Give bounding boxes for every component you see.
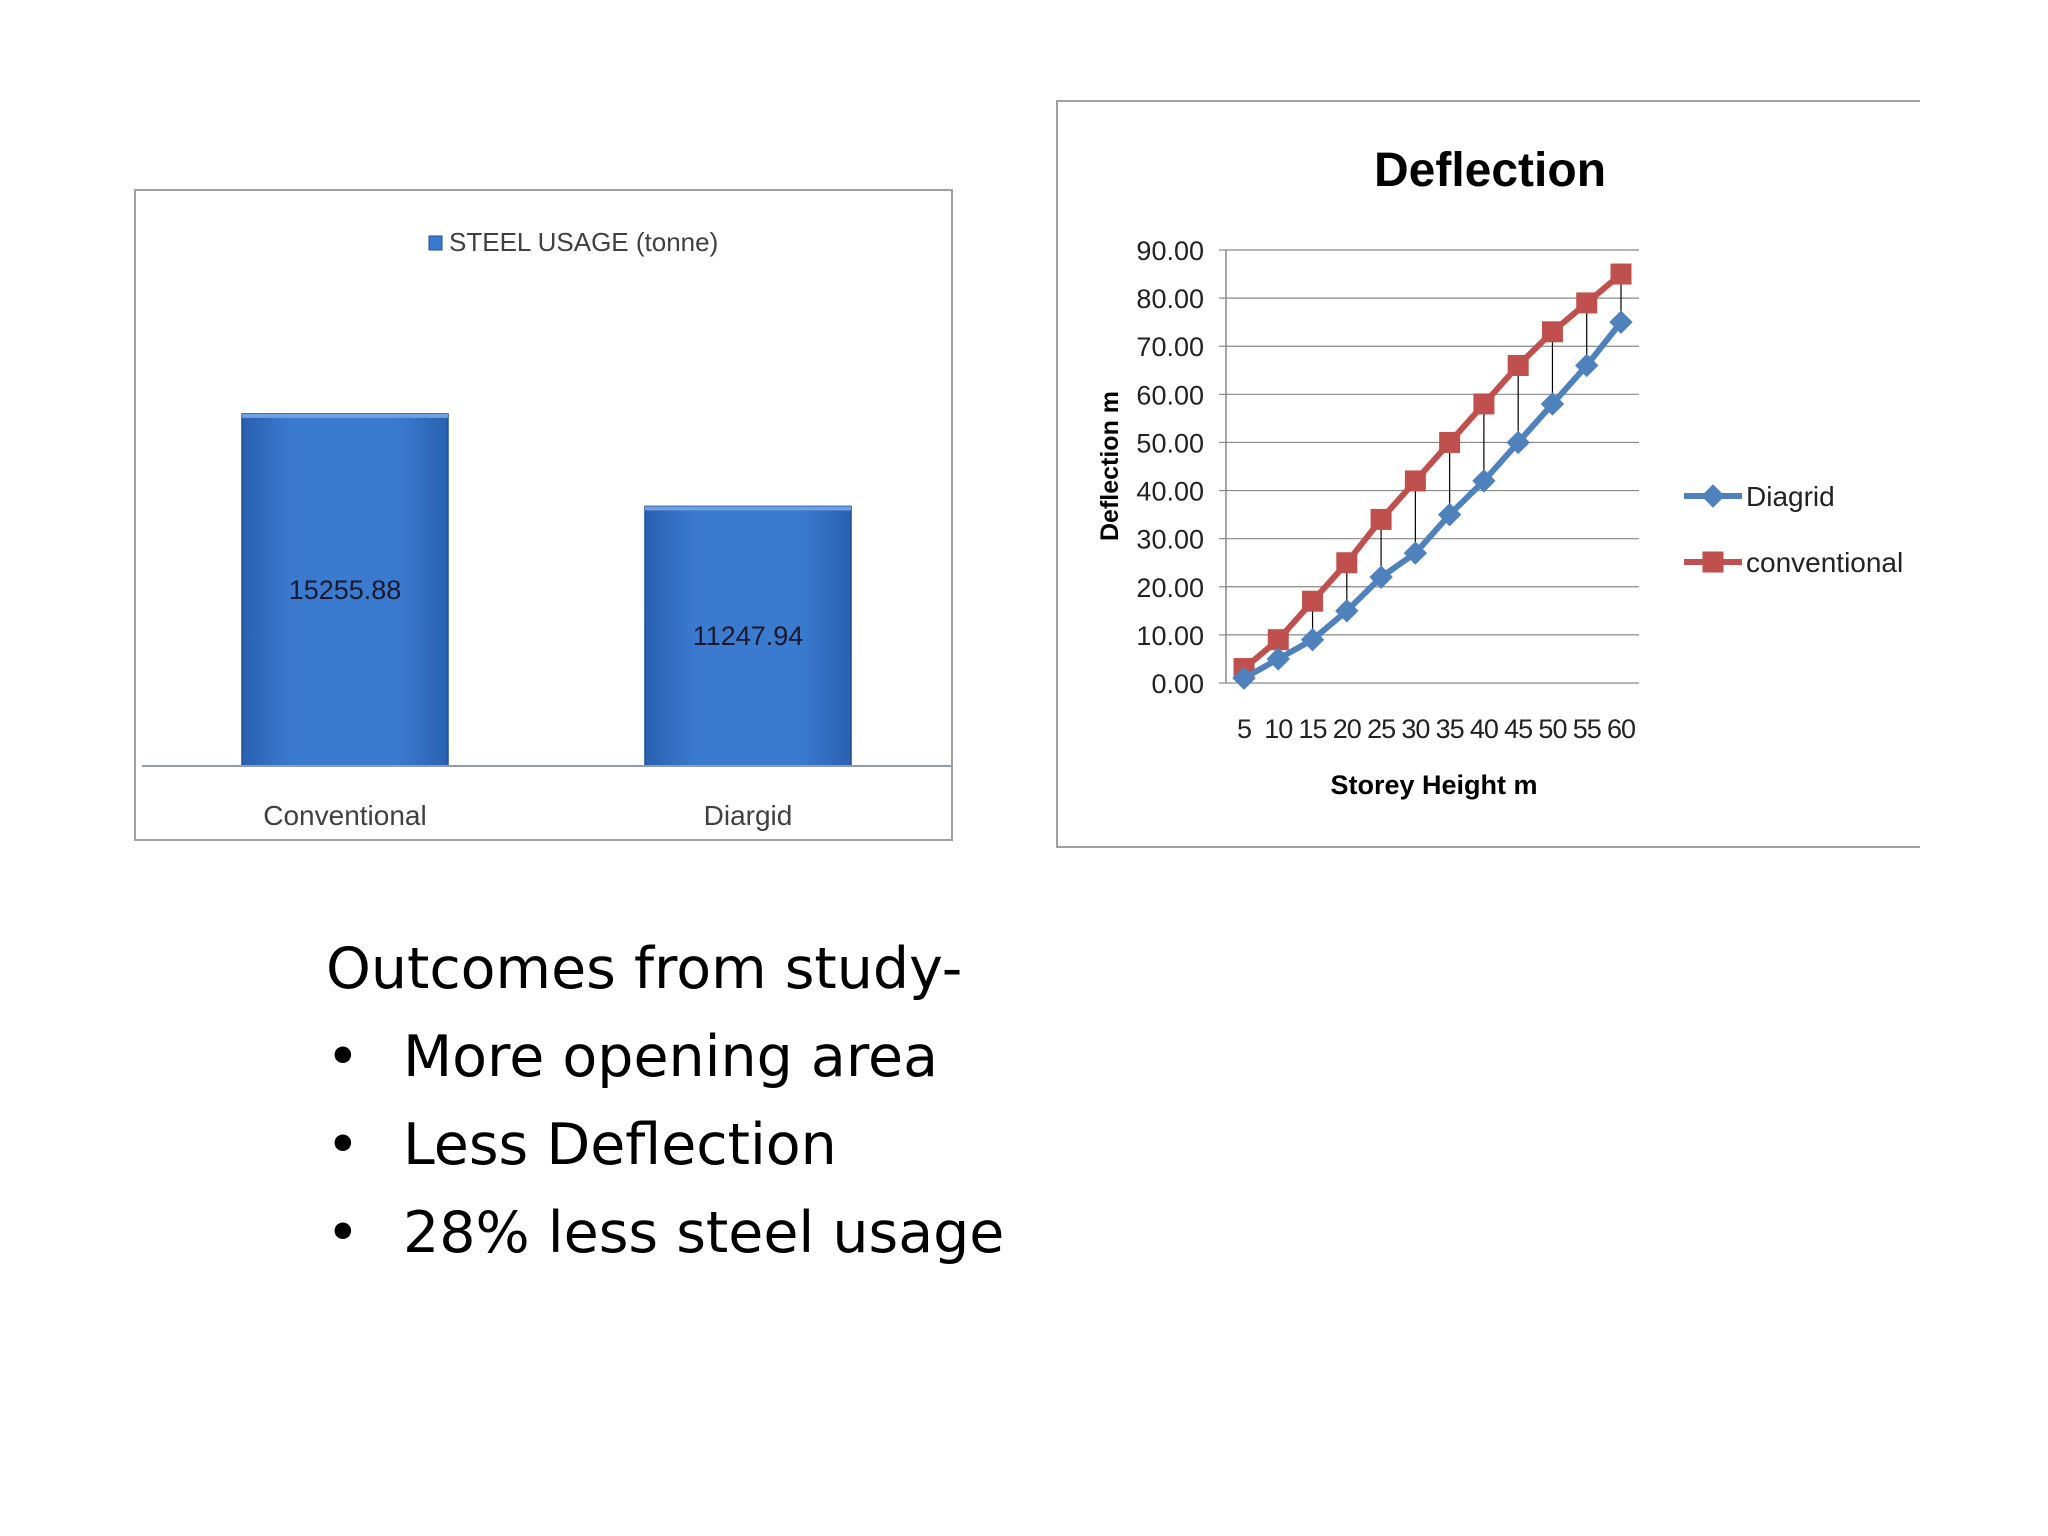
data-point-diamond [1540,392,1565,416]
outcome-text: Less Deflection [403,1112,837,1178]
chart-title: Deflection [1374,144,1606,197]
data-point-diamond [1472,469,1496,493]
data-point-square [1370,508,1392,530]
bar-top-bevel [645,506,851,511]
y-tick-label: 90.00 [1136,236,1204,266]
x-tick-label: 50 [1538,714,1566,744]
outcome-item: • Less Deflection [326,1101,1426,1189]
data-point-diamond [1403,541,1428,565]
outcome-text: More opening area [403,1024,939,1090]
y-axis-title: Deflection m [1096,391,1124,541]
y-tick-label: 30.00 [1136,525,1204,555]
legend-label: STEEL USAGE (tonne) [449,227,718,257]
x-tick-label: 45 [1504,714,1532,744]
y-tick-label: 80.00 [1136,284,1204,314]
data-point-diamond [1437,502,1462,527]
x-tick-label: 40 [1470,714,1498,744]
x-tick-label: 25 [1367,714,1395,744]
data-point-square [1267,629,1289,651]
data-point-diamond [1609,310,1633,334]
line-legend: Diagrid conventional [1684,481,1903,578]
data-point-square [1541,321,1563,343]
x-tick-label: 30 [1401,714,1429,744]
data-point-square [1404,470,1426,492]
bullet-marker: • [326,1024,360,1090]
outcomes-list: • More opening area • Less Deflection • 28%… [326,1013,1426,1277]
bullet-marker: • [326,1200,360,1266]
outcomes-section: Outcomes from study- • More opening area … [326,925,1426,1277]
x-tick-label: 15 [1299,714,1327,744]
data-point-square [1439,431,1461,453]
data-point-square [1610,263,1632,285]
bar-data-label: 15255.88 [289,575,402,605]
x-tick-label: 10 [1264,714,1292,744]
data-point-diamond [1266,647,1290,671]
data-point-diamond [1232,666,1256,690]
data-point-square [1576,292,1598,314]
x-tick-label: 5 [1237,714,1251,744]
bar-data-label: 11247.94 [693,621,804,651]
steel-usage-chart-svg: STEEL USAGE (tonne) 15255.88 Conventional 1… [134,189,953,841]
data-point-diamond [1335,599,1359,623]
deflection-chart-svg: Deflection 0.00 10.00 20.00 30.00 40.00 50.00 6… [1056,100,1920,848]
x-axis-title: Storey Height m [1330,770,1537,800]
y-tick-label: 0.00 [1151,669,1204,699]
category-label: Diargid [704,800,793,831]
outcome-item: • More opening area [326,1013,1426,1101]
y-tick-label: 50.00 [1136,428,1204,458]
data-point-square [1302,590,1324,612]
category-label: Conventional [263,800,426,831]
bar-top-bevel [242,413,448,418]
data-point-square [1473,393,1495,415]
bullet-marker: • [326,1112,360,1178]
data-point-diamond [1506,430,1530,455]
steel-usage-chart: STEEL USAGE (tonne) 15255.88 Conventional 1… [134,189,953,841]
x-tick-label: 60 [1607,714,1635,744]
y-tick-label: 10.00 [1136,621,1204,651]
y-tick-label: 40.00 [1136,477,1204,507]
outcome-text: 28% less steel usage [403,1200,1005,1266]
x-tick-label: 35 [1436,714,1464,744]
y-tick-label: 60.00 [1136,380,1204,410]
legend-swatch [428,235,443,251]
x-tick-label: 55 [1573,714,1601,744]
data-point-square [1336,552,1358,574]
data-point-diamond [1701,484,1725,508]
legend-label: Diagrid [1746,481,1835,512]
y-tick-label: 70.00 [1136,332,1204,362]
legend-label: conventional [1746,547,1903,578]
outcomes-heading: Outcomes from study- [326,936,963,1002]
y-tick-label: 20.00 [1136,573,1204,603]
outcome-item: • 28% less steel usage [326,1189,1426,1277]
data-point-diamond [1575,353,1599,378]
data-point-diamond [1300,627,1325,652]
data-point-square [1702,551,1724,573]
data-point-diamond [1369,565,1393,589]
x-tick-label: 20 [1333,714,1361,744]
bar [241,413,449,767]
deflection-chart: Deflection 0.00 10.00 20.00 30.00 40.00 50.00 6… [1056,100,1920,849]
bar-legend: STEEL USAGE (tonne) [428,227,718,257]
data-point-square [1507,354,1529,376]
